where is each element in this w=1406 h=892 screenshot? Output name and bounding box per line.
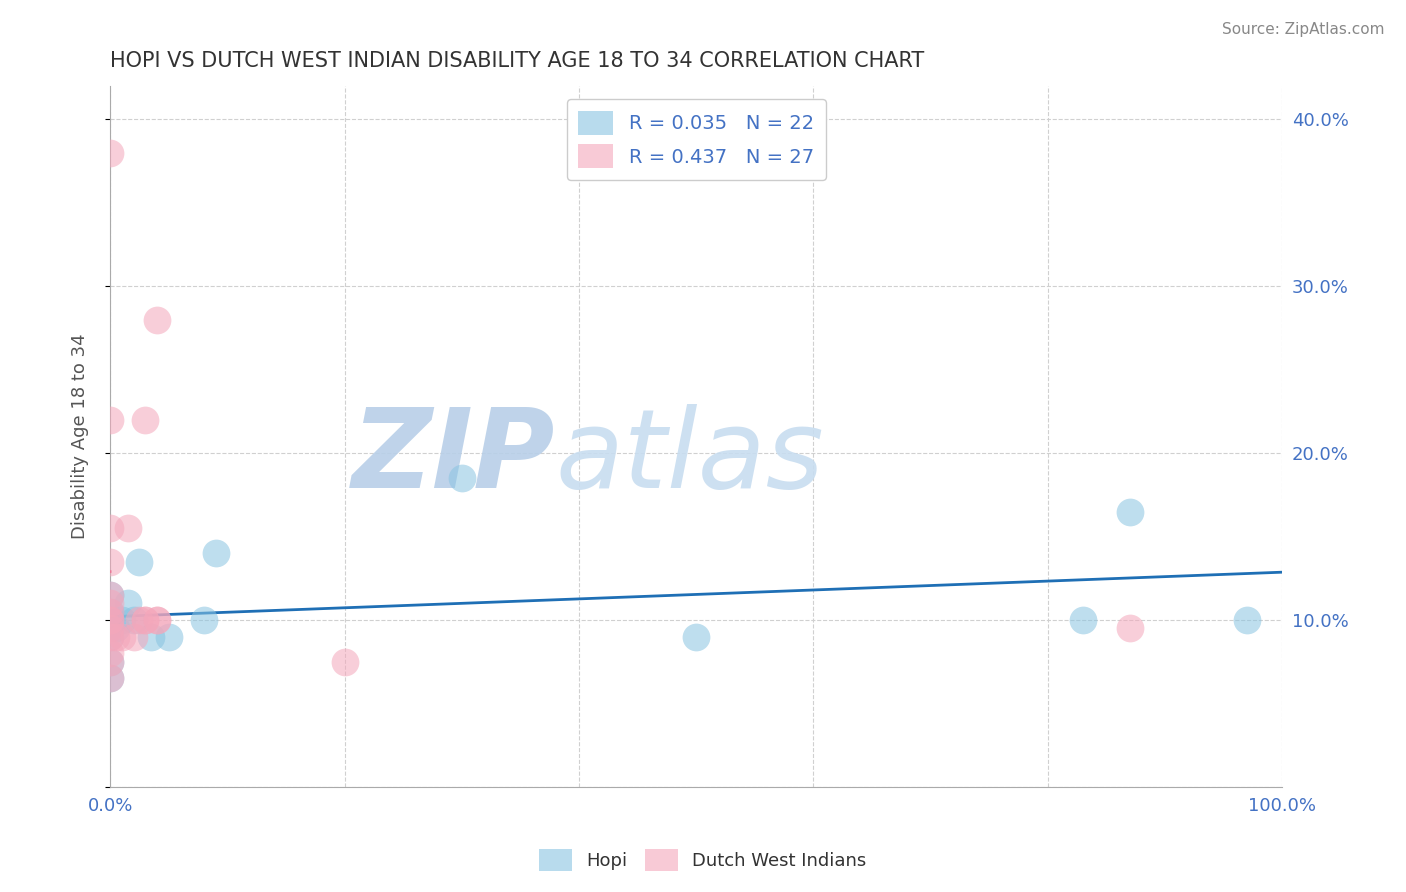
Hopi: [111, 613, 134, 627]
Hopi: [450, 471, 472, 485]
Dutch West Indians: [98, 413, 121, 427]
Hopi: [139, 630, 162, 644]
Dutch West Indians: [146, 312, 169, 326]
Text: HOPI VS DUTCH WEST INDIAN DISABILITY AGE 18 TO 34 CORRELATION CHART: HOPI VS DUTCH WEST INDIAN DISABILITY AGE…: [110, 51, 924, 70]
Hopi: [104, 621, 127, 635]
Dutch West Indians: [98, 621, 121, 635]
Hopi: [98, 613, 121, 627]
Dutch West Indians: [98, 613, 121, 627]
Hopi: [128, 555, 150, 569]
Legend: R = 0.035   N = 22, R = 0.437   N = 27: R = 0.035 N = 22, R = 0.437 N = 27: [567, 99, 825, 180]
Hopi: [1236, 613, 1258, 627]
Hopi: [98, 672, 121, 686]
Dutch West Indians: [134, 413, 156, 427]
Dutch West Indians: [104, 630, 127, 644]
Dutch West Indians: [1119, 621, 1142, 635]
Hopi: [204, 546, 226, 560]
Dutch West Indians: [122, 630, 145, 644]
Dutch West Indians: [333, 655, 356, 669]
Hopi: [98, 621, 121, 635]
Hopi: [117, 596, 139, 610]
Dutch West Indians: [98, 605, 121, 619]
Text: Source: ZipAtlas.com: Source: ZipAtlas.com: [1222, 22, 1385, 37]
Dutch West Indians: [111, 630, 134, 644]
Hopi: [98, 655, 121, 669]
Hopi: [98, 605, 121, 619]
Dutch West Indians: [146, 613, 169, 627]
Hopi: [157, 630, 180, 644]
Hopi: [98, 630, 121, 644]
Dutch West Indians: [134, 613, 156, 627]
Dutch West Indians: [98, 655, 121, 669]
Dutch West Indians: [98, 588, 121, 602]
Hopi: [193, 613, 215, 627]
Dutch West Indians: [98, 613, 121, 627]
Legend: Hopi, Dutch West Indians: Hopi, Dutch West Indians: [531, 842, 875, 879]
Dutch West Indians: [98, 555, 121, 569]
Dutch West Indians: [117, 521, 139, 535]
Hopi: [1071, 613, 1094, 627]
Hopi: [1119, 504, 1142, 518]
Dutch West Indians: [128, 613, 150, 627]
Text: atlas: atlas: [555, 404, 824, 511]
Dutch West Indians: [98, 145, 121, 160]
Dutch West Indians: [98, 630, 121, 644]
Dutch West Indians: [146, 613, 169, 627]
Text: ZIP: ZIP: [352, 404, 555, 511]
Y-axis label: Disability Age 18 to 34: Disability Age 18 to 34: [72, 334, 89, 540]
Dutch West Indians: [98, 672, 121, 686]
Hopi: [98, 613, 121, 627]
Hopi: [122, 613, 145, 627]
Dutch West Indians: [98, 521, 121, 535]
Hopi: [685, 630, 707, 644]
Dutch West Indians: [98, 596, 121, 610]
Dutch West Indians: [134, 613, 156, 627]
Hopi: [98, 588, 121, 602]
Dutch West Indians: [98, 646, 121, 660]
